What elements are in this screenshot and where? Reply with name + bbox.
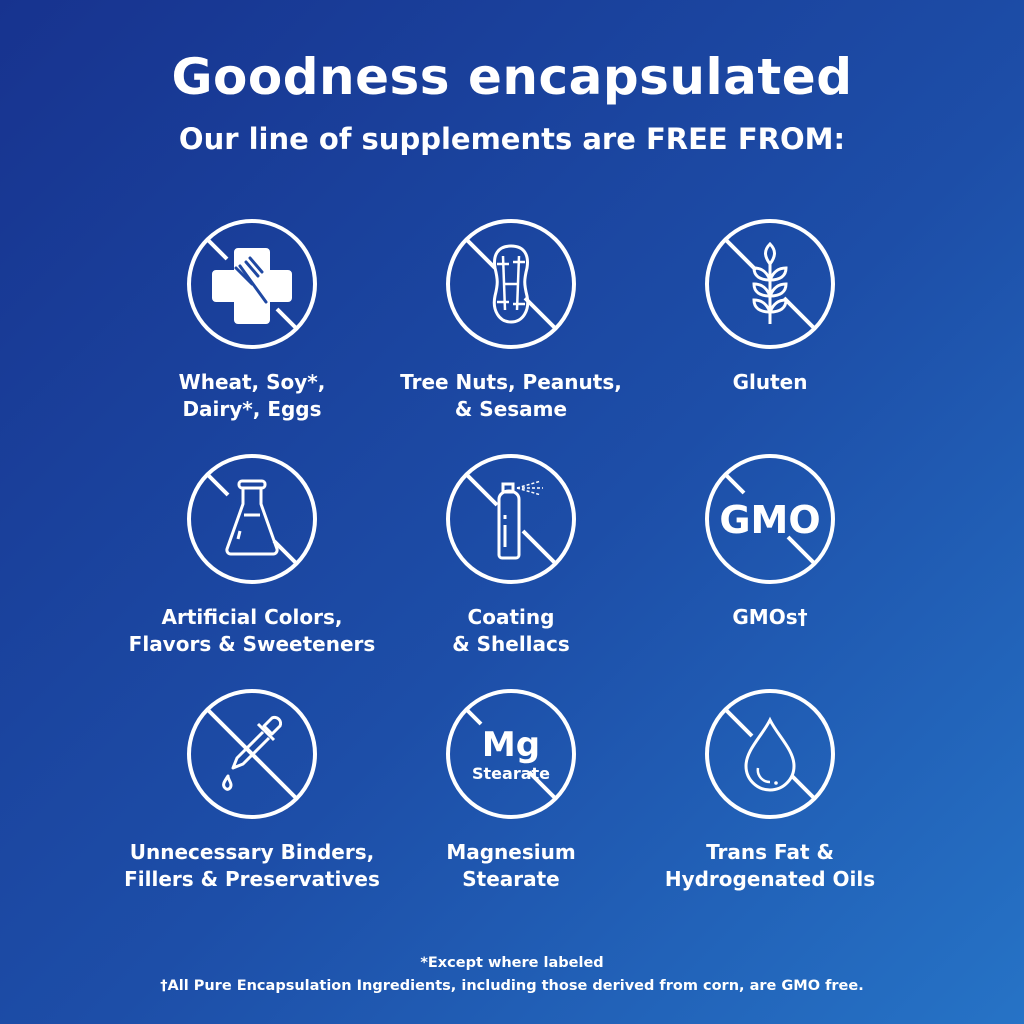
item-label: Wheat, Soy*, Dairy*, Eggs [178, 370, 326, 421]
free-from-item: Unnecessary Binders, Fillers & Preservat… [92, 687, 412, 893]
svg-text:GMO: GMO [719, 498, 820, 542]
allergen-cross-fork-icon [187, 219, 317, 349]
spray-can-icon [446, 454, 576, 584]
item-label: Artificial Colors, Flavors & Sweeteners [128, 605, 376, 656]
free-from-item: Coating & Shellacs [351, 452, 671, 658]
footnote-except: *Except where labeled [420, 955, 604, 971]
free-from-item: Wheat, Soy*, Dairy*, Eggs [92, 217, 412, 423]
free-from-item: Gluten [610, 217, 930, 396]
wheat-grain-icon [705, 219, 835, 349]
oil-drop-icon [705, 689, 835, 819]
free-from-item: Mg Stearate Magnesium Stearate [351, 687, 671, 893]
peanut-icon [446, 219, 576, 349]
free-from-item: Trans Fat & Hydrogenated Oils [610, 687, 930, 893]
item-label: Tree Nuts, Peanuts, & Sesame [400, 370, 622, 421]
free-from-item: Artificial Colors, Flavors & Sweeteners [92, 452, 412, 658]
page-title: Goodness encapsulated [171, 48, 853, 106]
free-from-item: GMO GMOs† [610, 452, 930, 631]
dropper-icon [187, 689, 317, 819]
mg-stearate-text-icon: Mg Stearate [446, 689, 576, 819]
item-label: Coating & Shellacs [452, 605, 570, 656]
item-label: Magnesium Stearate [446, 840, 576, 891]
page-subtitle: Our line of supplements are FREE FROM: [178, 122, 846, 156]
flask-icon [187, 454, 317, 584]
free-from-item: Tree Nuts, Peanuts, & Sesame [351, 217, 671, 423]
svg-text:Mg: Mg [482, 725, 540, 765]
gmo-text-icon: GMO [705, 454, 835, 584]
item-label: Unnecessary Binders, Fillers & Preservat… [124, 840, 380, 891]
footnote-gmo: †All Pure Encapsulation Ingredients, inc… [160, 978, 864, 994]
item-label: Gluten [732, 370, 808, 394]
item-label: Trans Fat & Hydrogenated Oils [664, 840, 876, 891]
item-label: GMOs† [732, 605, 808, 629]
svg-text:Stearate: Stearate [472, 764, 550, 783]
